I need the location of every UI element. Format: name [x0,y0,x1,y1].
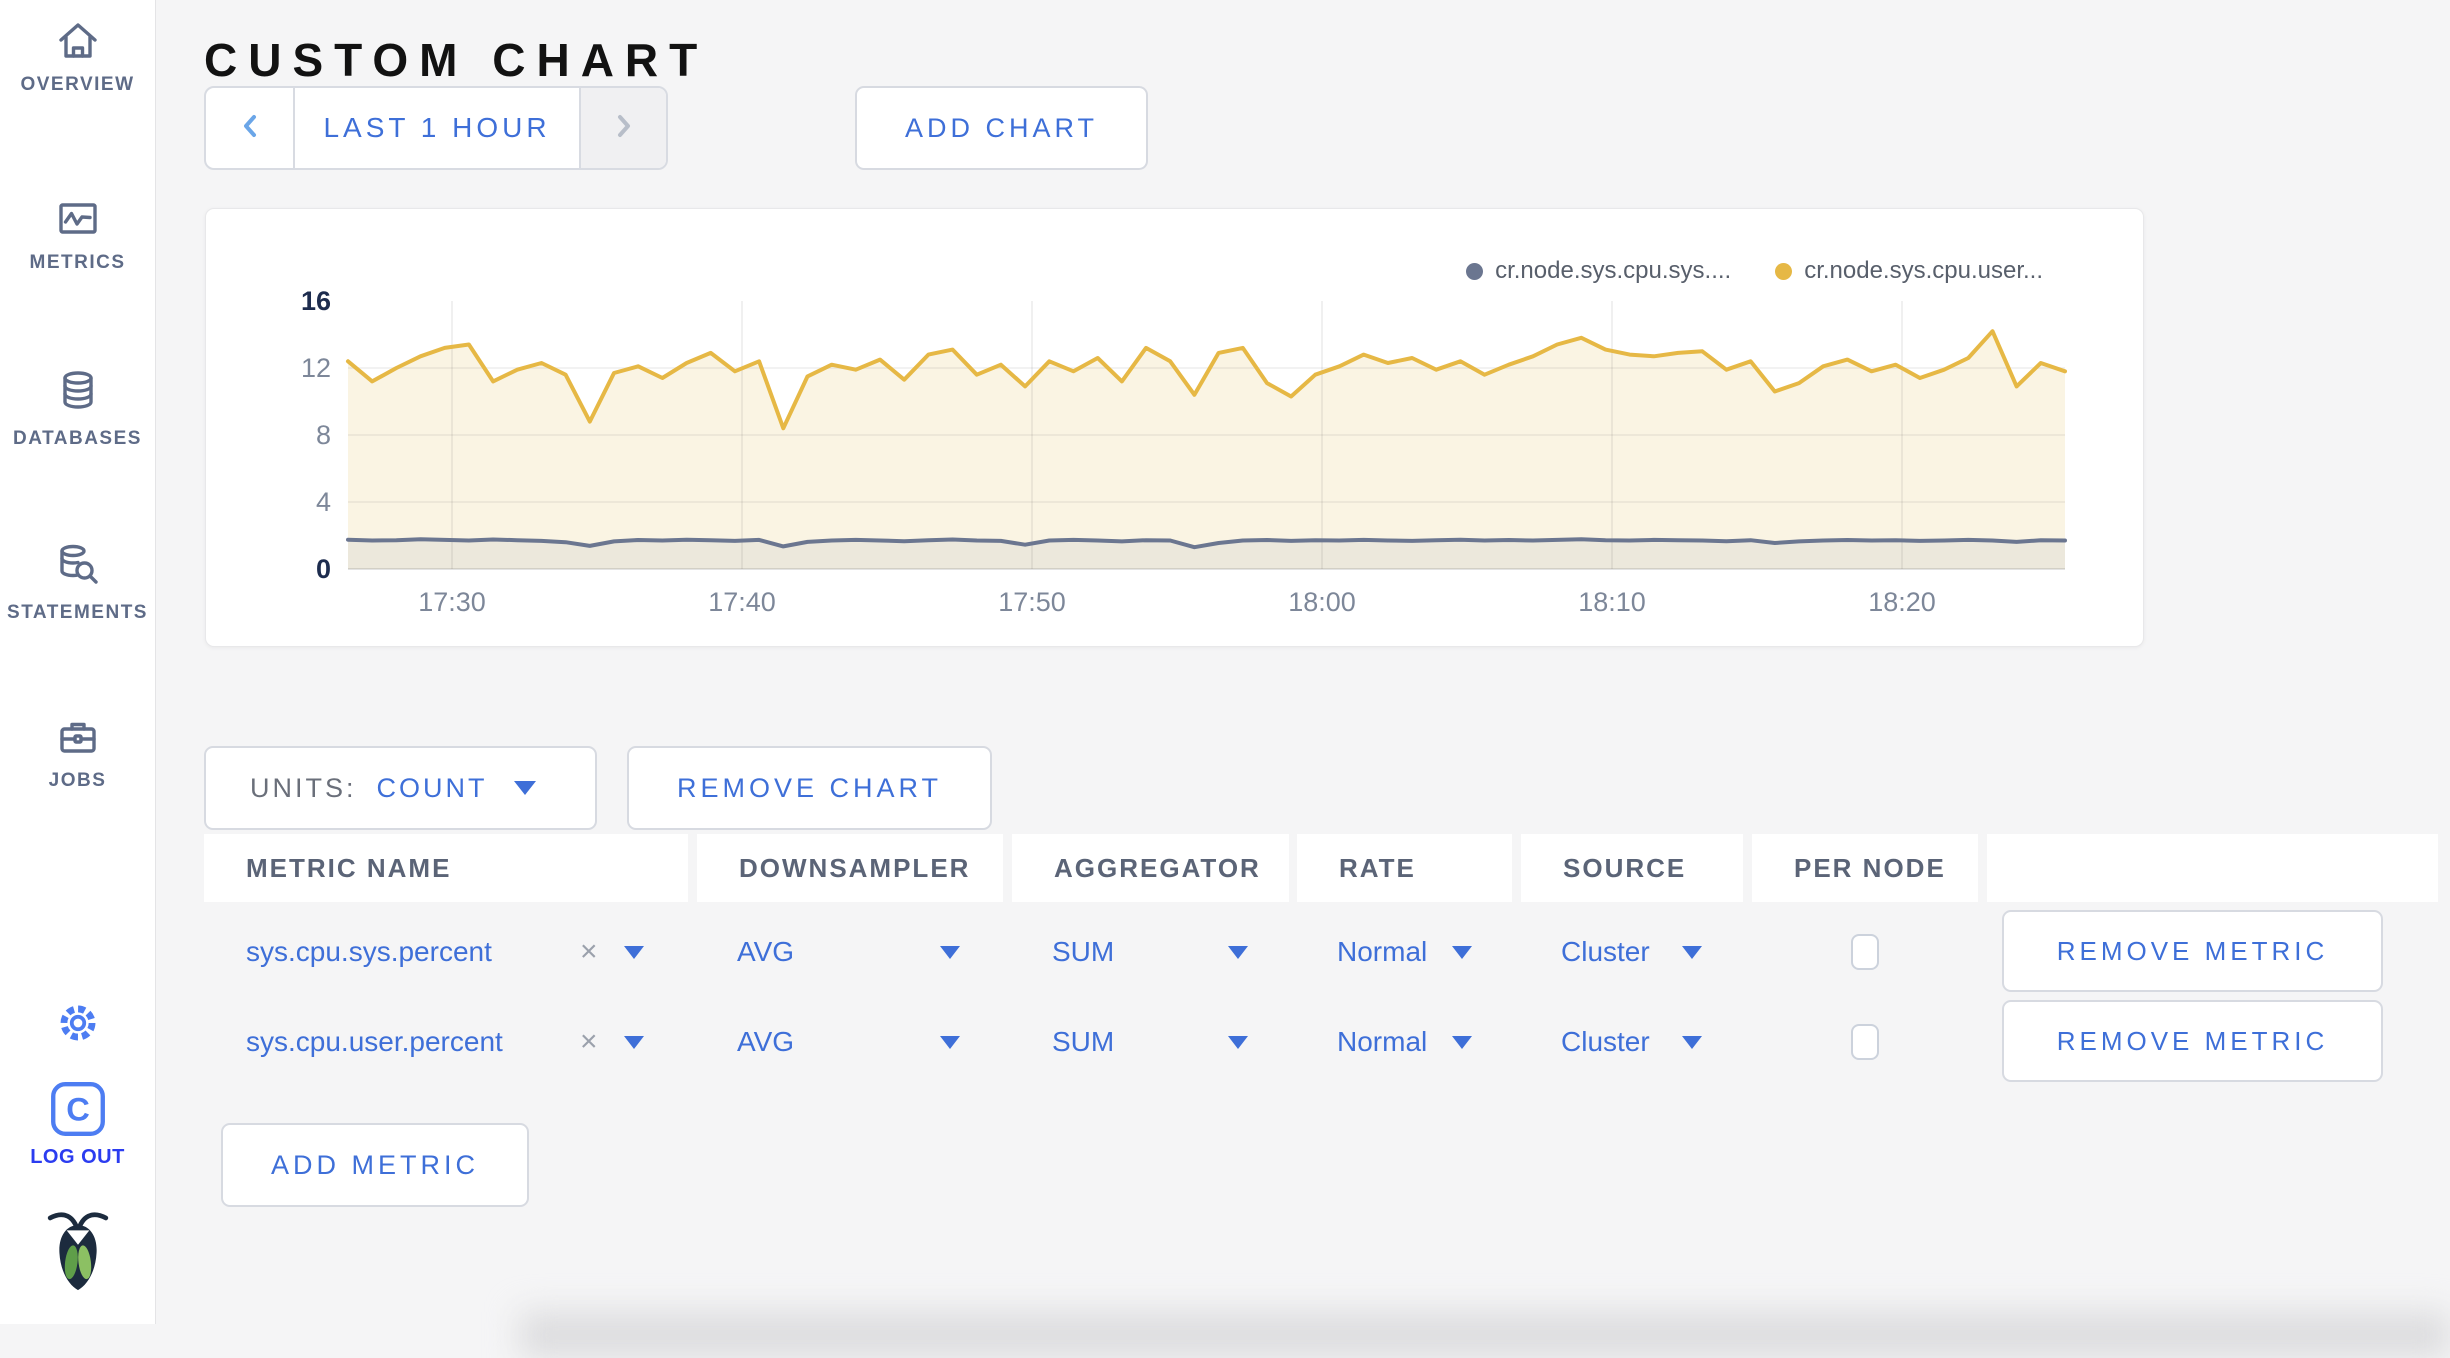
svg-text:C: C [66,1090,90,1127]
sidebar-item-label: DATABASES [13,428,142,449]
source-select[interactable]: Cluster [1561,936,1650,967]
rate-caret-icon[interactable] [1452,1002,1472,1082]
downsampler-caret-icon[interactable] [940,1002,960,1082]
remove-chart-button[interactable]: REMOVE CHART [627,746,992,830]
time-range-next-button-disabled[interactable] [581,88,666,168]
sidebar-item-label: OVERVIEW [20,74,135,95]
sidebar-item-metrics[interactable]: METRICS [0,196,155,274]
svg-text:4: 4 [316,487,331,517]
svg-text:18:00: 18:00 [1288,587,1356,617]
database-icon [0,368,155,418]
bottom-edge-shadow [520,1312,2450,1358]
svg-text:18:20: 18:20 [1868,587,1936,617]
metric-name-caret-icon[interactable] [624,912,644,992]
source-caret-icon[interactable] [1682,1002,1702,1082]
svg-text:17:30: 17:30 [418,587,486,617]
units-value: COUNT [376,772,488,803]
clear-metric-icon[interactable]: × [580,1025,598,1058]
rate-caret-icon[interactable] [1452,912,1472,992]
cpu-line-chart: 0 4 8 12 16 17:30 17:40 17:50 18:00 18:10 18:20 [301,286,2067,617]
chevron-down-icon [513,781,536,795]
units-caption: UNITS: [250,772,357,803]
aggregator-caret-icon[interactable] [1228,1002,1248,1082]
col-header-actions [1987,834,2438,902]
source-caret-icon[interactable] [1682,912,1702,992]
time-range-selector: LAST 1 HOUR [204,86,668,170]
sidebar-logout[interactable]: C LOG OUT [0,1080,155,1169]
time-range-prev-button[interactable] [206,88,293,168]
metric-row-2: sys.cpu.user.percent × AVG SUM Normal Cl… [0,1002,2450,1082]
per-node-checkbox[interactable] [1851,1002,1879,1082]
col-header-per-node: PER NODE [1752,834,1978,902]
source-select[interactable]: Cluster [1561,1026,1650,1057]
page-title: CUSTOM CHART [204,33,709,86]
legend-item-sys[interactable]: cr.node.sys.cpu.sys.... [1466,257,1731,285]
metric-name-select[interactable]: sys.cpu.sys.percent [246,936,492,967]
chart-card: cr.node.sys.cpu.sys.... cr.node.sys.cpu.… [205,208,2144,647]
metric-name-select[interactable]: sys.cpu.user.percent [246,1026,503,1057]
col-header-metric-name: METRIC NAME [204,834,688,902]
briefcase-icon [0,714,155,760]
add-chart-button[interactable]: ADD CHART [855,86,1148,170]
rate-select[interactable]: Normal [1337,936,1428,967]
chevron-left-icon [239,111,261,146]
rate-select[interactable]: Normal [1337,1026,1428,1057]
logout-label: LOG OUT [30,1146,125,1168]
units-dropdown[interactable]: UNITS: COUNT [204,746,597,830]
sidebar-settings[interactable] [0,998,155,1048]
legend-label-user: cr.node.sys.cpu.user... [1804,257,2043,284]
svg-text:8: 8 [316,420,331,450]
sidebar-item-jobs[interactable]: JOBS [0,714,155,792]
metric-row-1: sys.cpu.sys.percent × AVG SUM Normal Clu… [0,912,2450,992]
col-header-source: SOURCE [1521,834,1743,902]
cockroach-bug-icon [0,1208,155,1298]
aggregator-caret-icon[interactable] [1228,912,1248,992]
col-header-aggregator: AGGREGATOR [1012,834,1289,902]
downsampler-select[interactable]: AVG [737,1026,795,1057]
sidebar-item-label: STATEMENTS [7,602,148,623]
legend-item-user[interactable]: cr.node.sys.cpu.user... [1775,257,2043,285]
statements-search-icon [0,542,155,592]
chart-legend: cr.node.sys.cpu.sys.... cr.node.sys.cpu.… [1466,257,2043,285]
gear-icon [0,998,155,1048]
metrics-chart-icon [0,196,155,242]
svg-text:0: 0 [316,554,331,584]
aggregator-select[interactable]: SUM [1052,1026,1115,1057]
downsampler-select[interactable]: AVG [737,936,795,967]
aggregator-select[interactable]: SUM [1052,936,1115,967]
per-node-checkbox[interactable] [1851,912,1879,992]
legend-label-sys: cr.node.sys.cpu.sys.... [1495,257,1732,284]
chevron-right-icon [613,111,635,146]
sidebar-item-databases[interactable]: DATABASES [0,368,155,450]
svg-text:12: 12 [301,353,331,383]
sidebar-item-overview[interactable]: OVERVIEW [0,18,155,96]
downsampler-caret-icon[interactable] [940,912,960,992]
legend-dot-sys [1466,262,1484,280]
time-range-label[interactable]: LAST 1 HOUR [293,88,581,168]
col-header-rate: RATE [1297,834,1512,902]
remove-metric-button-2[interactable]: REMOVE METRIC [2002,1000,2383,1082]
col-header-downsampler: DOWNSAMPLER [697,834,1003,902]
svg-text:17:40: 17:40 [708,587,776,617]
sidebar-item-label: METRICS [29,252,126,273]
svg-text:16: 16 [301,286,331,316]
remove-metric-button-1[interactable]: REMOVE METRIC [2002,910,2383,992]
clear-metric-icon[interactable]: × [580,935,598,968]
svg-text:18:10: 18:10 [1578,587,1646,617]
svg-text:17:50: 17:50 [998,587,1066,617]
cockroach-c-logo-icon: C [0,1080,155,1138]
legend-dot-user [1775,262,1793,280]
add-metric-button[interactable]: ADD METRIC [221,1123,529,1207]
sidebar-item-statements[interactable]: STATEMENTS [0,542,155,624]
home-icon [0,18,155,64]
cockroachdb-bug-logo [0,1208,155,1298]
sidebar-item-label: JOBS [48,770,107,791]
sidebar: OVERVIEW METRICS DATABASES [0,0,156,1324]
metric-name-caret-icon[interactable] [624,1002,644,1082]
